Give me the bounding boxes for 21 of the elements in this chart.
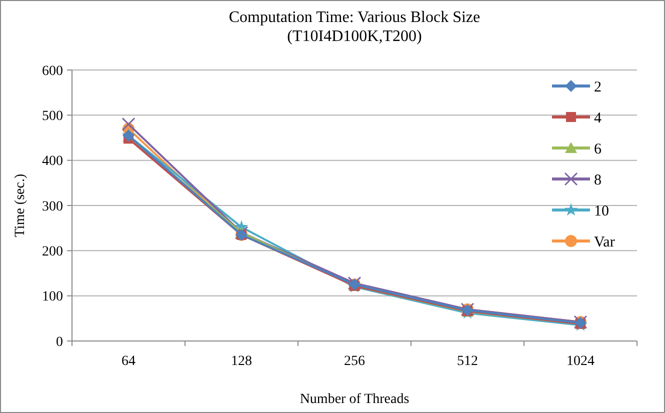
legend-label: 2 — [594, 79, 602, 96]
legend-label: 6 — [594, 141, 602, 158]
y-tick-label: 0 — [56, 334, 63, 350]
chart-title: Computation Time: Various Block Size (T10I4D100K,T200) — [228, 9, 480, 45]
x-axis-title: Number of Threads — [300, 392, 410, 407]
y-tick-label: 300 — [42, 199, 63, 214]
x-tick-label: 512 — [457, 354, 478, 369]
legend-label: 8 — [594, 172, 602, 188]
y-tick-label: 500 — [42, 109, 63, 124]
y-tick-label: 200 — [42, 244, 63, 260]
y-axis-title: Time (sec.) — [13, 174, 28, 238]
y-tick-label: 400 — [42, 154, 63, 170]
x-tick-label: 1024 — [566, 354, 594, 369]
y-tick-label: 600 — [42, 64, 63, 79]
x-tick-label: 64 — [122, 354, 136, 369]
x-tick-label: 256 — [344, 354, 365, 369]
legend-label: 4 — [594, 110, 602, 126]
y-tick-label: 100 — [42, 290, 63, 305]
legend-label: 10 — [594, 203, 609, 220]
x-tick-label: 128 — [231, 354, 252, 369]
legend-label: Var — [594, 234, 615, 250]
